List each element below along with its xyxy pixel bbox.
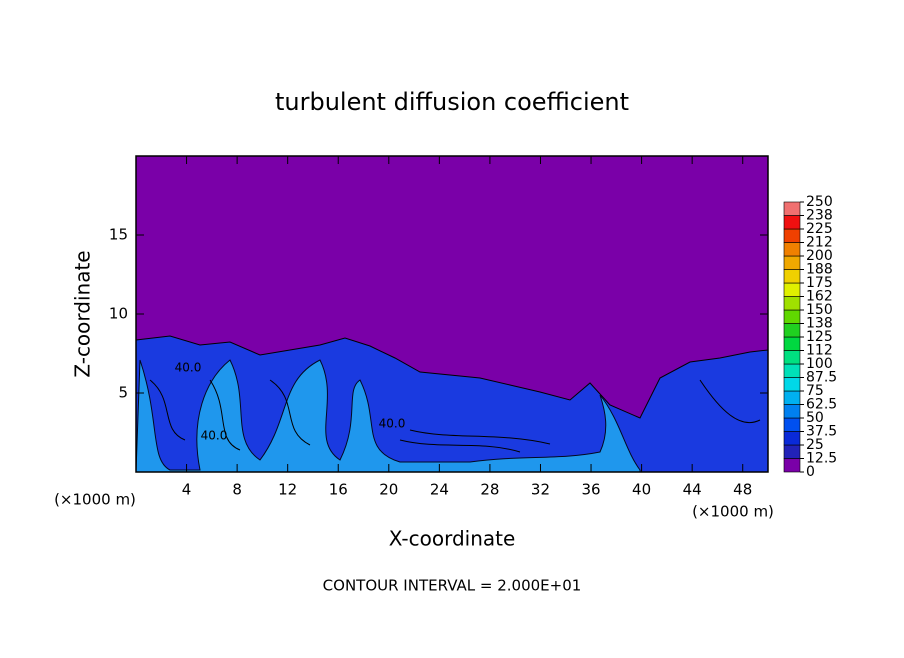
x-unit-label: (×1000 m) bbox=[692, 503, 774, 521]
y-tick-label: 10 bbox=[109, 305, 128, 323]
colorbar-swatch bbox=[783, 255, 801, 270]
colorbar-swatch bbox=[783, 458, 801, 473]
x-tick-label: 44 bbox=[683, 481, 702, 499]
colorbar-label: 250 bbox=[806, 194, 833, 210]
x-tick-label: 36 bbox=[581, 481, 600, 499]
colorbar-swatch bbox=[783, 242, 801, 257]
x-tick-label: 16 bbox=[329, 481, 348, 499]
colorbar-label: 112 bbox=[806, 343, 833, 359]
colorbar-label: 188 bbox=[806, 262, 833, 278]
colorbar-swatch bbox=[783, 201, 801, 216]
y-tick-label: 5 bbox=[118, 384, 128, 402]
colorbar-swatch bbox=[783, 215, 801, 230]
colorbar-label: 50 bbox=[806, 410, 824, 426]
x-tick-label: 20 bbox=[379, 481, 398, 499]
contour-line bbox=[399, 429, 551, 453]
footer-note: CONTOUR INTERVAL = 2.000E+01 bbox=[323, 577, 582, 595]
colorbar-label: 62.5 bbox=[806, 397, 837, 413]
x-tick-label: 24 bbox=[430, 481, 449, 499]
contour-label: 40.0 bbox=[175, 361, 202, 375]
x-axis-label: X-coordinate bbox=[389, 527, 516, 551]
x-tick-label: 48 bbox=[733, 481, 752, 499]
colorbar-swatch bbox=[783, 228, 801, 243]
colorbar-label: 37.5 bbox=[806, 424, 837, 440]
colorbar-swatch bbox=[783, 282, 801, 297]
contour-line bbox=[149, 379, 761, 451]
colorbar-swatch bbox=[783, 404, 801, 419]
x-tick-label: 32 bbox=[531, 481, 550, 499]
colorbar-swatch bbox=[783, 431, 801, 446]
colorbar-label: 75 bbox=[806, 383, 824, 399]
colorbar-label: 12.5 bbox=[806, 451, 837, 467]
x-unit-label: (×1000 m) bbox=[54, 491, 136, 509]
colorbar-label: 200 bbox=[806, 248, 833, 264]
colorbar-swatch bbox=[783, 350, 801, 365]
colorbar-swatch bbox=[783, 377, 801, 392]
colorbar-label: 175 bbox=[806, 275, 833, 291]
colorbar-swatch bbox=[783, 323, 801, 338]
colorbar-swatch bbox=[783, 309, 801, 324]
field bbox=[135, 156, 769, 473]
colorbar-swatch bbox=[783, 269, 801, 284]
turbulent-core bbox=[135, 359, 641, 473]
contour-label: 40.0 bbox=[379, 417, 406, 431]
y-axis-label: Z-coordinate bbox=[71, 250, 95, 377]
colorbar-label: 225 bbox=[806, 221, 833, 237]
colorbar-swatch bbox=[783, 363, 801, 378]
colorbar-label: 212 bbox=[806, 235, 833, 251]
colorbar-label: 100 bbox=[806, 356, 833, 372]
chart-title: turbulent diffusion coefficient bbox=[275, 88, 629, 116]
x-tick-label: 28 bbox=[480, 481, 499, 499]
colorbar-swatch bbox=[783, 296, 801, 311]
y-tick-label: 15 bbox=[109, 226, 128, 244]
colorbar-swatch bbox=[783, 417, 801, 432]
x-tick-label: 12 bbox=[278, 481, 297, 499]
colorbar-label: 150 bbox=[806, 302, 833, 318]
x-tick-label: 8 bbox=[232, 481, 242, 499]
colorbar-label: 87.5 bbox=[806, 370, 837, 386]
colorbar-swatch bbox=[783, 336, 801, 351]
colorbar-label: 0 bbox=[806, 464, 815, 480]
colorbar-label: 238 bbox=[806, 208, 833, 224]
colorbar-label: 125 bbox=[806, 329, 833, 345]
x-tick-label: 4 bbox=[182, 481, 192, 499]
x-tick-label: 40 bbox=[632, 481, 651, 499]
colorbar-label: 162 bbox=[806, 289, 833, 305]
colorbar-swatch bbox=[783, 444, 801, 459]
colorbar-swatch bbox=[783, 390, 801, 405]
colorbar-label: 138 bbox=[806, 316, 833, 332]
contour-label: 40.0 bbox=[201, 429, 228, 443]
colorbar-label: 25 bbox=[806, 437, 824, 453]
